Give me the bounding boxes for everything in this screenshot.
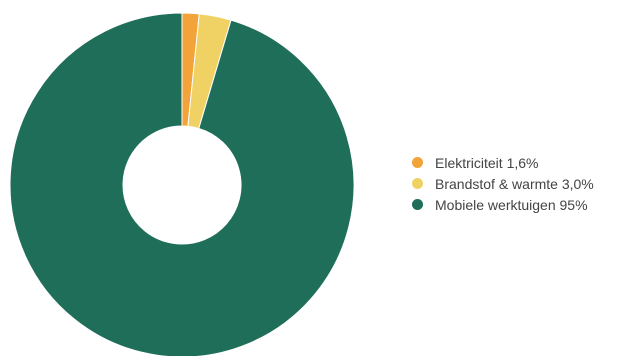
legend-label-elektriciteit: Elektriciteit 1,6%: [435, 154, 539, 171]
donut-slice-mobiele-werktuigen: [9, 12, 355, 356]
chart-legend: Elektriciteit 1,6% Brandstof & warmte 3,…: [412, 152, 594, 215]
legend-item-elektriciteit: Elektriciteit 1,6%: [412, 152, 594, 173]
legend-item-brandstof-warmte: Brandstof & warmte 3,0%: [412, 173, 594, 194]
legend-label-mobiele-werktuigen: Mobiele werktuigen 95%: [435, 196, 588, 213]
legend-swatch-elektriciteit: [412, 157, 423, 168]
legend-swatch-mobiele-werktuigen: [412, 199, 423, 210]
legend-label-brandstof-warmte: Brandstof & warmte 3,0%: [435, 175, 594, 192]
legend-item-mobiele-werktuigen: Mobiele werktuigen 95%: [412, 194, 594, 215]
legend-swatch-brandstof-warmte: [412, 178, 423, 189]
